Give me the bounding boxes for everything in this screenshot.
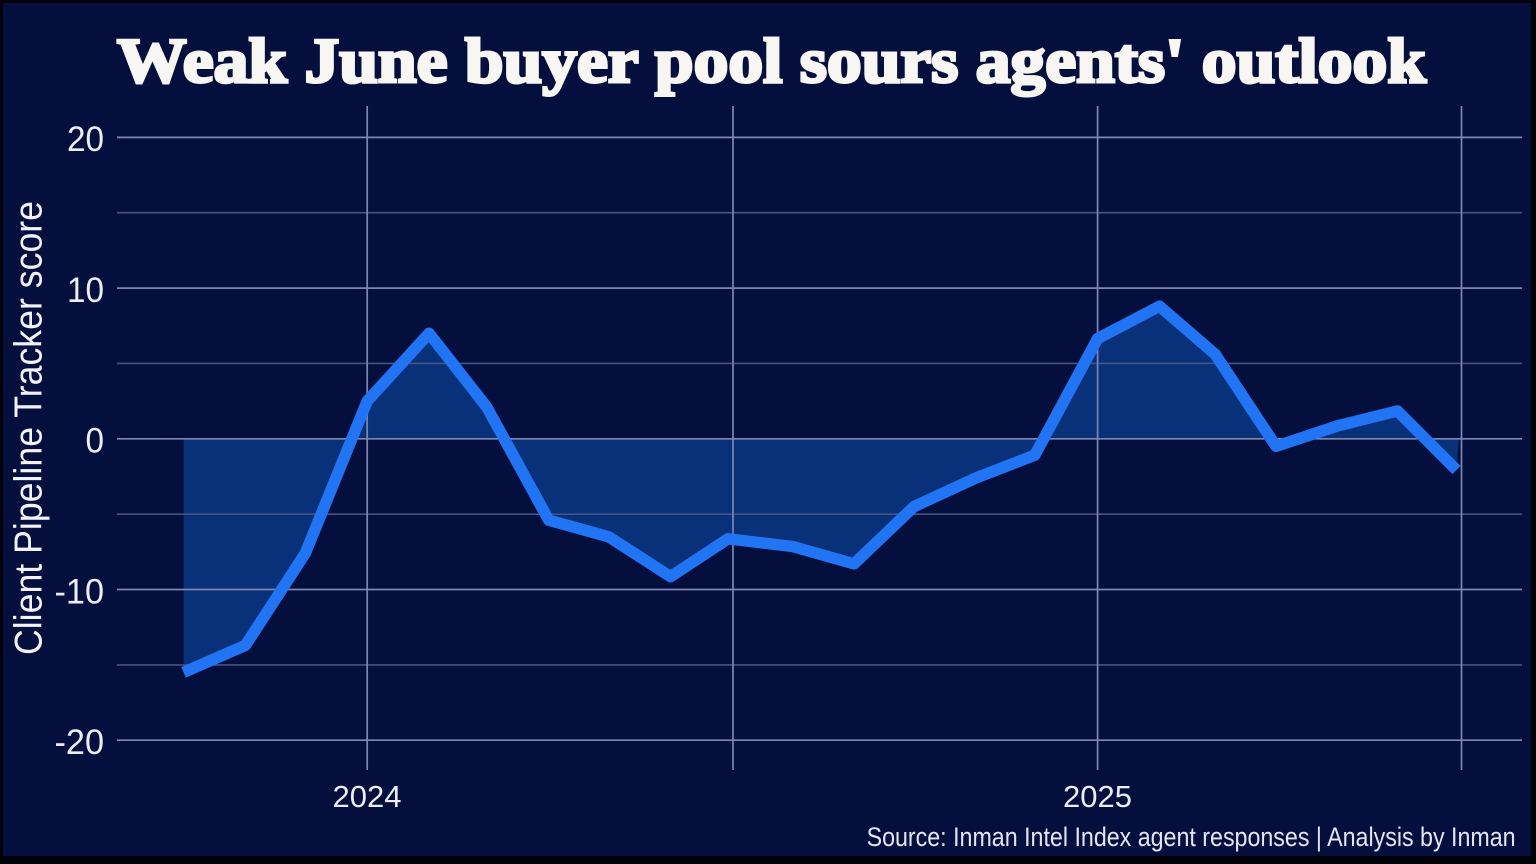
svg-text:20: 20 [67,120,104,159]
svg-text:Weak June buyer pool sours age: Weak June buyer pool sours agents' outlo… [117,25,1426,96]
svg-text:Client Pipeline Tracker score: Client Pipeline Tracker score [8,201,51,655]
svg-text:0: 0 [86,422,105,461]
svg-text:Source: Inman Intel Index agen: Source: Inman Intel Index agent response… [867,822,1516,852]
svg-text:2025: 2025 [1063,779,1132,814]
svg-text:-20: -20 [55,723,105,762]
svg-text:10: 10 [67,271,104,310]
svg-text:2024: 2024 [333,779,402,814]
svg-text:-10: -10 [55,572,105,611]
